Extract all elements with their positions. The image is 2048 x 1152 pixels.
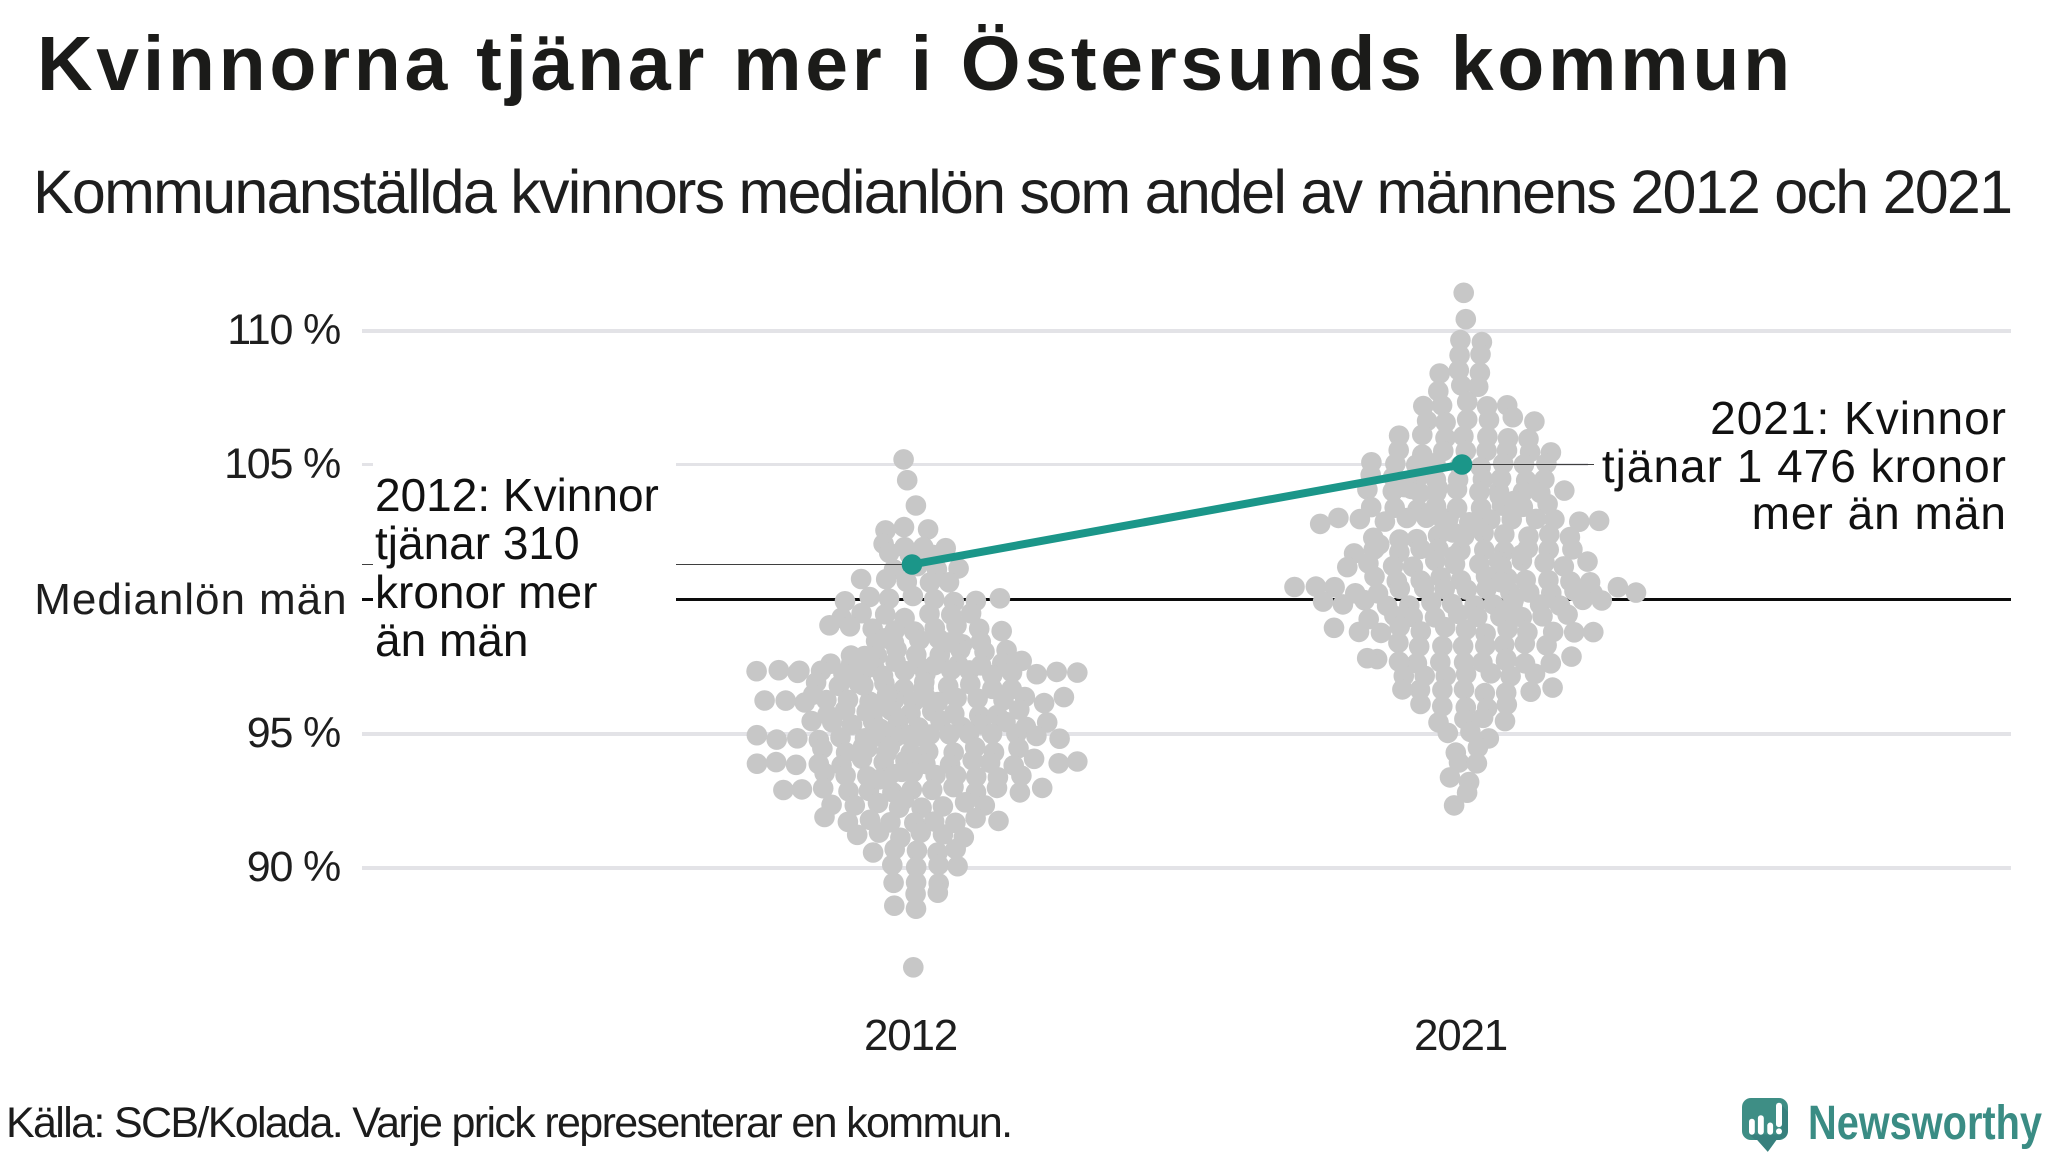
- svg-text:Newsworthy: Newsworthy: [1808, 1097, 2042, 1150]
